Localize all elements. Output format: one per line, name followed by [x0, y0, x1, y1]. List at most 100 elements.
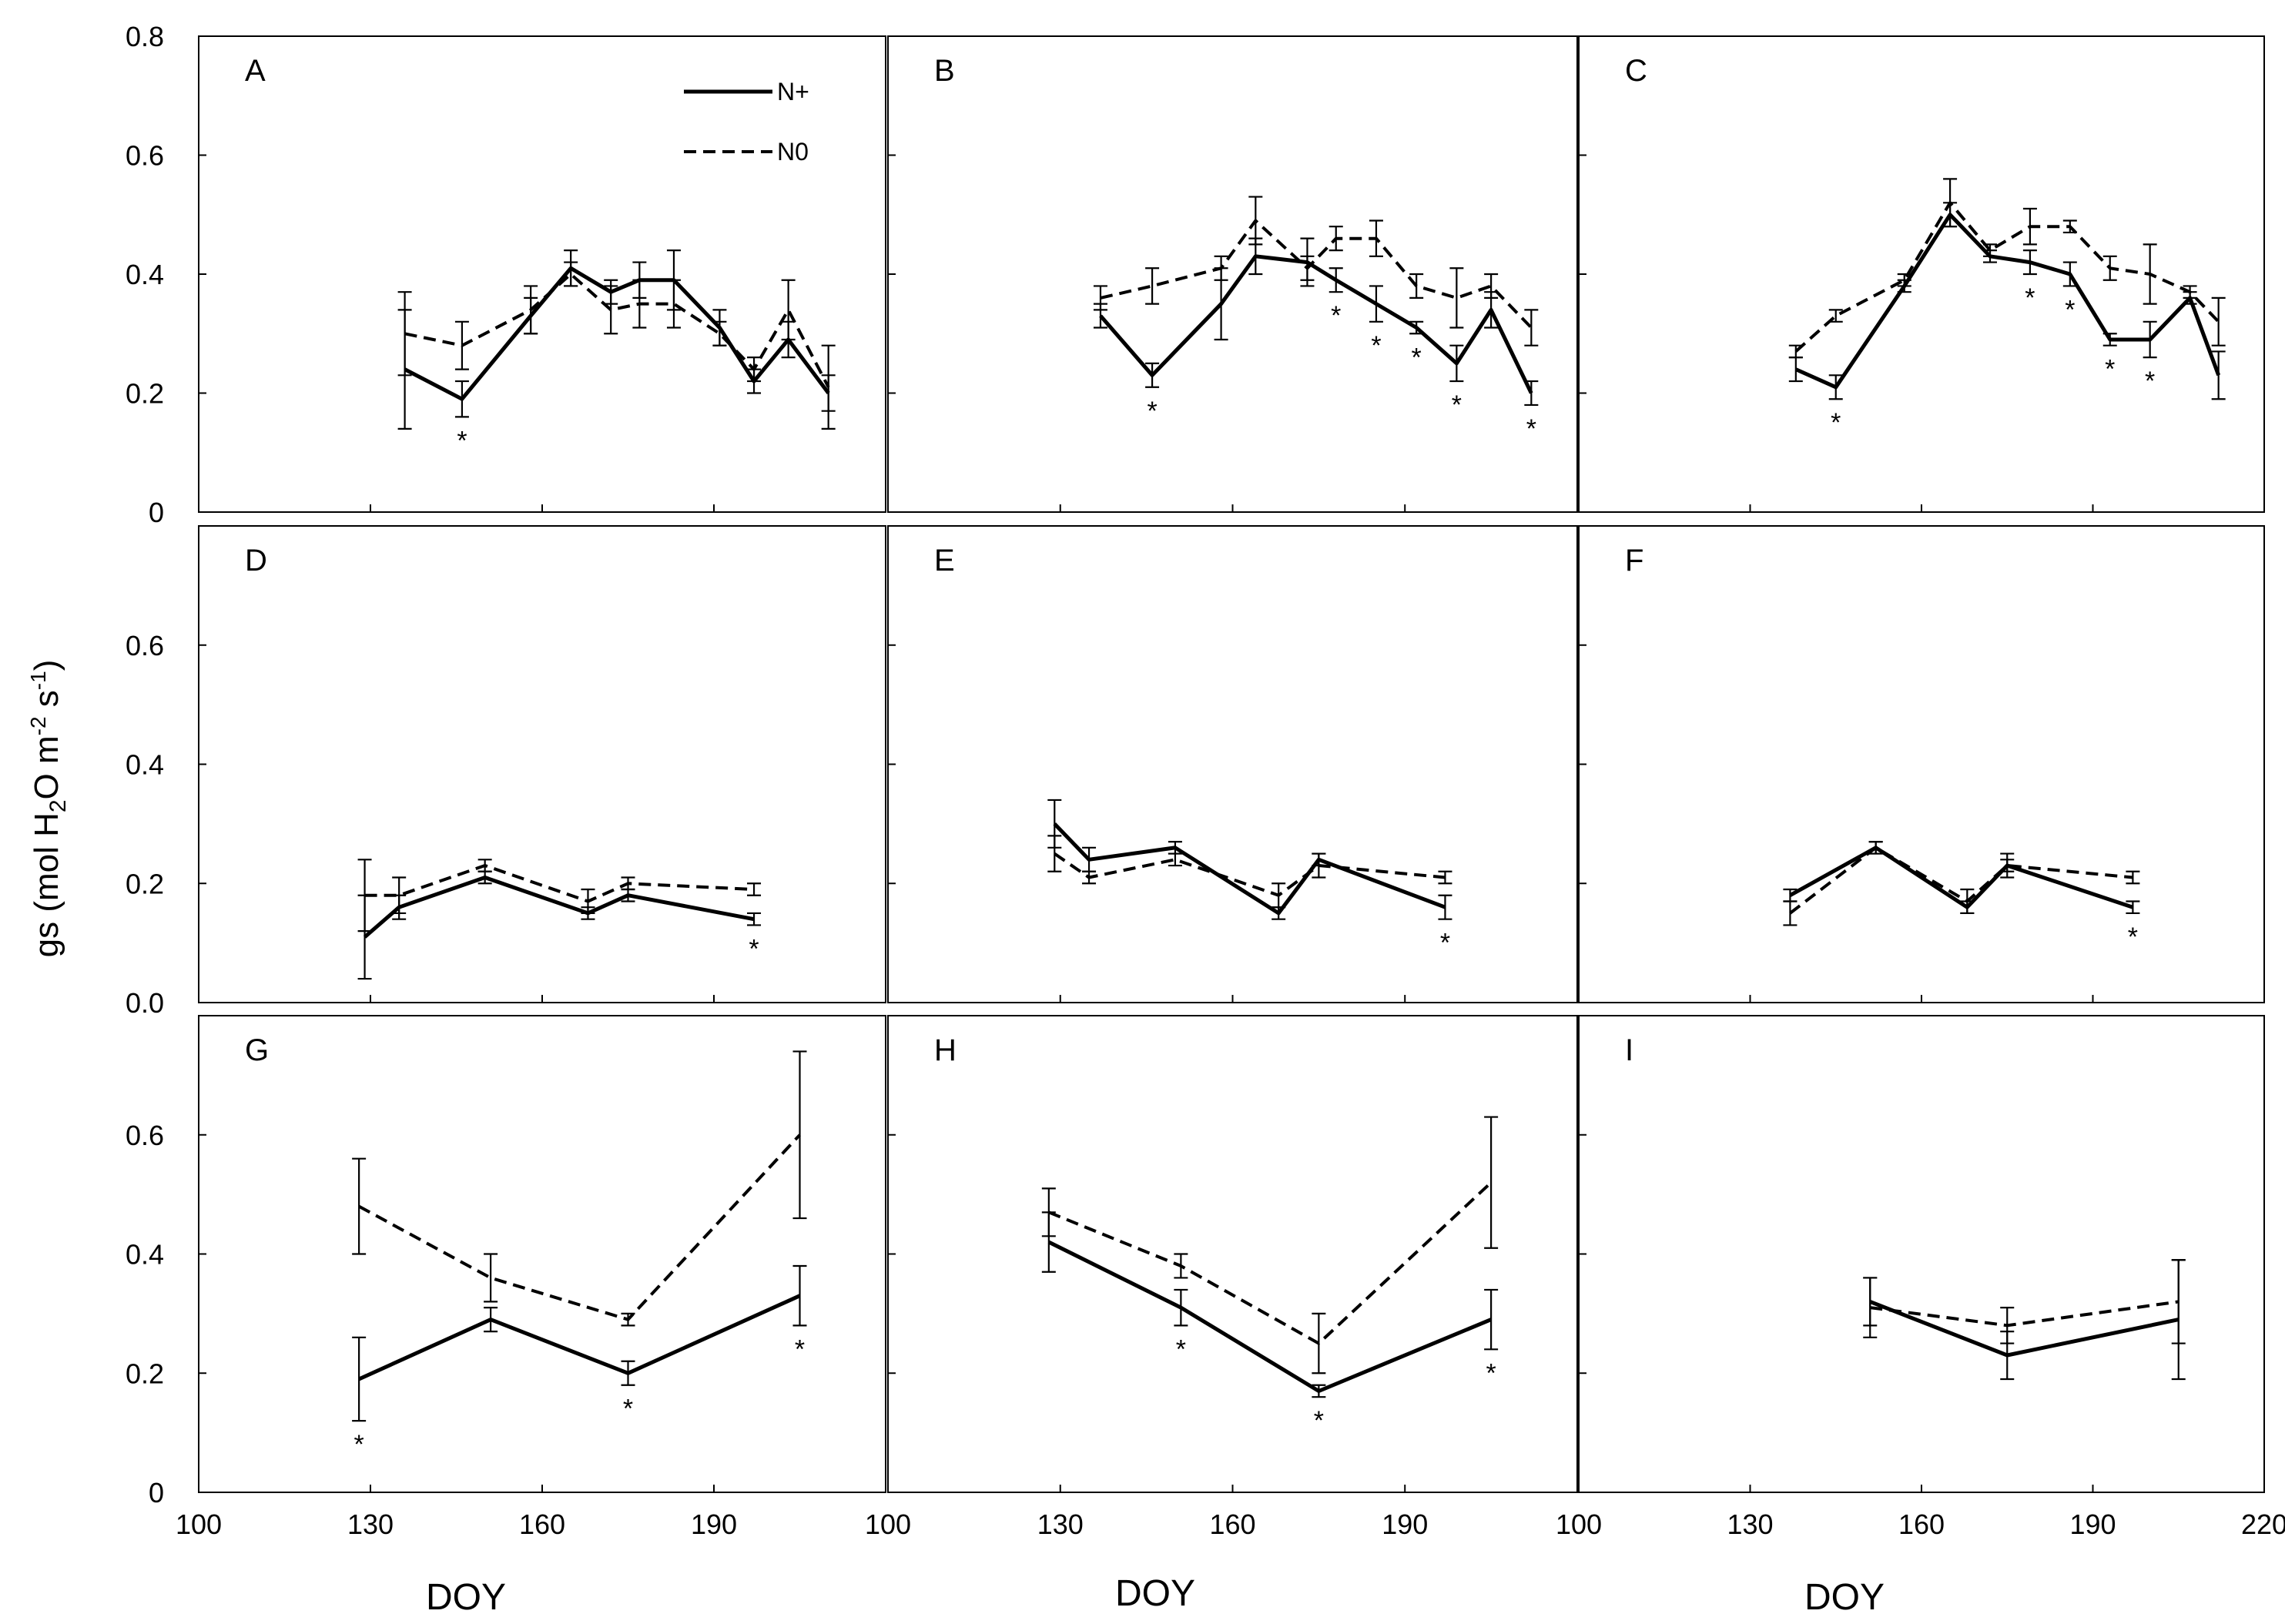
panel-frame	[887, 1015, 1578, 1493]
significance-star: *	[2025, 283, 2035, 313]
panel-label: B	[934, 54, 955, 88]
y-label-sup2: -1	[26, 671, 50, 690]
series-n0-point	[1328, 226, 1343, 252]
significance-star: *	[1831, 408, 1841, 437]
x-tick-label: 100	[1556, 1508, 1602, 1540]
series-nplus-point	[1145, 362, 1160, 388]
series-nplus-point	[1409, 320, 1424, 335]
panel-label: I	[1625, 1033, 1633, 1067]
series-nplus-point	[712, 309, 727, 347]
x-tick-label: 130	[1037, 1508, 1084, 1540]
series-nplus-point	[632, 261, 647, 299]
series-nplus-point	[1248, 237, 1263, 276]
panel-frame	[1578, 525, 2265, 1003]
y-label-close: )	[28, 660, 65, 671]
y-tick-label: 0	[149, 1477, 164, 1508]
series-nplus-point	[2000, 1330, 2015, 1381]
panel-A: 0 0.2 0.4 0.6 0.8 A * N+ N0	[126, 21, 886, 528]
series-nplus-point	[352, 1336, 367, 1422]
series-n0-point	[1449, 267, 1464, 329]
series-nplus-point	[1943, 202, 1958, 228]
series-nplus-point	[1788, 357, 1803, 383]
x-tick-label: 190	[691, 1508, 737, 1540]
panel-label: A	[245, 54, 266, 88]
significance-star: *	[1452, 390, 1462, 420]
series-n0-point	[1312, 1312, 1326, 1375]
series-nplus-point	[604, 279, 618, 305]
panel-E: E*	[887, 525, 1578, 1003]
y-label-main: gs (mol H	[28, 812, 65, 957]
series-nplus-point	[1300, 237, 1315, 287]
series-n0-line	[1100, 219, 1533, 329]
series-nplus-point	[1960, 900, 1975, 915]
series-n0-point	[1248, 196, 1263, 246]
series-nplus-point	[454, 380, 469, 418]
series-nplus-point	[1983, 249, 1997, 263]
series-nplus-line	[1869, 1300, 2179, 1358]
y-tick-label: 0.4	[126, 1239, 164, 1271]
panel-label: H	[934, 1033, 957, 1067]
series-n0-point	[1524, 309, 1539, 347]
significance-star: *	[795, 1334, 805, 1364]
series-nplus-point	[1047, 799, 1062, 849]
legend: N+ N0	[684, 78, 809, 166]
significance-star: *	[623, 1395, 633, 1424]
series-nplus-line	[1047, 1240, 1493, 1393]
series-nplus-point	[392, 894, 407, 920]
series-nplus-point	[581, 906, 595, 920]
y-tick-label: 0.6	[126, 630, 164, 661]
series-nplus-line	[1099, 254, 1533, 394]
x-tick-label: 190	[1382, 1508, 1428, 1540]
series-nplus-point	[357, 894, 372, 980]
y-tick-label: 0.6	[126, 1120, 164, 1151]
y-tick-label: 0	[149, 497, 164, 528]
series-nplus-point	[1438, 894, 1452, 920]
y-tick-label: 0.6	[126, 140, 164, 172]
series-n0-line	[1054, 852, 1446, 897]
significance-star: *	[749, 934, 759, 963]
series-n0-point	[484, 1253, 498, 1303]
panel-F: F*	[1578, 525, 2265, 1003]
series-n0-point	[1145, 267, 1160, 305]
series-n0-point	[1828, 309, 1843, 323]
series-nplus-line	[1053, 822, 1446, 916]
series-n0-point	[2102, 255, 2117, 281]
series-nplus-point	[2000, 859, 2015, 872]
panel-frame	[198, 1015, 886, 1493]
panel-I: 100 130 160 190 220 I	[1556, 1015, 2285, 1540]
x-tick-label: 160	[1209, 1508, 1255, 1540]
series-n0-point	[2022, 207, 2037, 246]
significance-star: *	[1486, 1358, 1496, 1388]
series-nplus-point	[1168, 840, 1182, 855]
series-nplus-point	[1312, 852, 1326, 867]
y-label-mid: O m	[28, 735, 65, 799]
y-label-mid2: s	[28, 690, 65, 716]
y-tick-label: 0.2	[126, 378, 164, 410]
significance-star: *	[1440, 929, 1450, 958]
series-nplus-point	[484, 1307, 498, 1333]
series-n0-point	[2062, 219, 2077, 234]
series-n0-line	[1794, 201, 2220, 353]
series-nplus-line	[1789, 845, 2134, 909]
significance-star: *	[1314, 1406, 1324, 1435]
series-n0-line	[364, 864, 755, 903]
panel-label: G	[245, 1033, 269, 1067]
series-n0-line	[1870, 1300, 2179, 1328]
series-nplus-point	[477, 870, 492, 885]
series-nplus-point	[1868, 840, 1883, 855]
series-nplus-point	[397, 309, 412, 430]
series-n0-point	[1369, 219, 1383, 257]
panel-label: F	[1625, 544, 1643, 578]
y-label-sub: 2	[45, 799, 71, 812]
series-nplus-point	[1082, 846, 1097, 872]
significance-star: *	[2145, 367, 2155, 396]
series-nplus-point	[621, 1360, 635, 1386]
series-nplus-point	[747, 912, 762, 926]
significance-star: *	[1371, 331, 1381, 360]
y-tick-label: 0.4	[126, 749, 164, 781]
x-tick-label: 130	[347, 1508, 394, 1540]
significance-star: *	[1331, 301, 1341, 330]
panel-frame	[198, 525, 886, 1003]
series-nplus-point	[1312, 1384, 1326, 1398]
series-nplus-point	[1041, 1211, 1056, 1273]
